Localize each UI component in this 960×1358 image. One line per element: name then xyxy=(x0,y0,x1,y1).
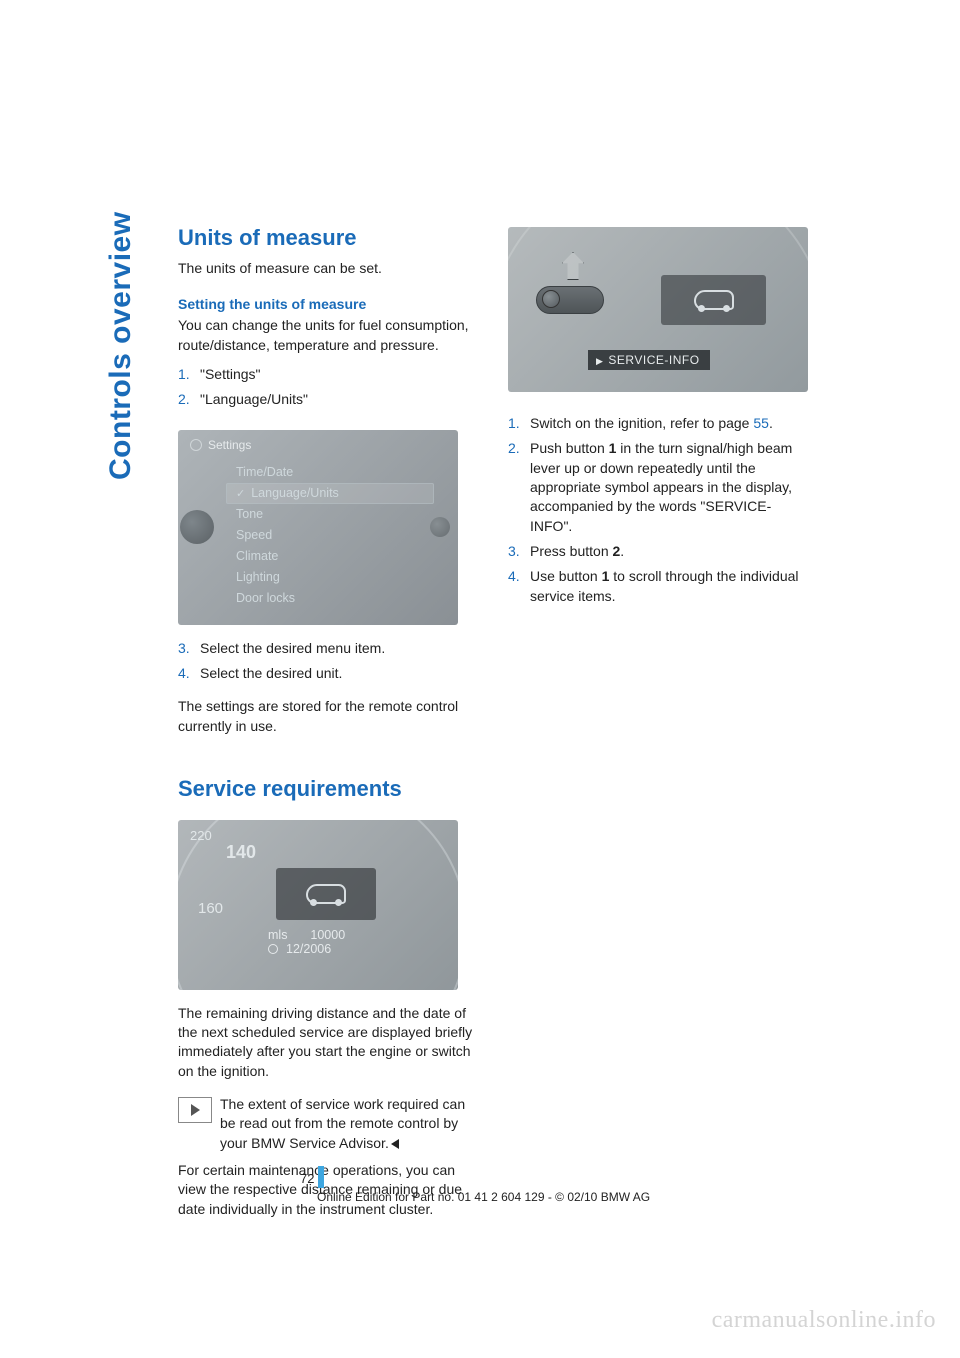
ss1-list: Time/Date Language/Units Tone Speed Clim… xyxy=(226,462,434,609)
heading-service-req: Service requirements xyxy=(178,776,478,802)
step-b-4: 4.Select the desired unit. xyxy=(178,664,478,683)
heading-setting-units: Setting the units of measure xyxy=(178,296,478,312)
car-icon xyxy=(694,290,734,310)
ss1-item: Time/Date xyxy=(226,462,434,483)
side-section-label: Controls overview xyxy=(104,211,138,480)
page-number-box: 72 xyxy=(300,1166,324,1188)
lever-button-icon xyxy=(542,290,560,308)
step-num: 2. xyxy=(508,439,530,536)
step-b-3: 3.Select the desired menu item. xyxy=(178,639,478,658)
setting-desc: You can change the units for fuel consum… xyxy=(178,316,478,355)
mls-label: mls xyxy=(268,928,287,942)
gauge-140: 140 xyxy=(226,842,256,863)
heading-units-of-measure: Units of measure xyxy=(178,225,478,251)
car-panel xyxy=(276,868,376,920)
step-num: 1. xyxy=(178,365,200,384)
stored-note: The settings are stored for the remote c… xyxy=(178,697,478,736)
step-text: Push button 1 in the turn signal/high be… xyxy=(530,439,808,536)
step-text: "Language/Units" xyxy=(200,390,478,409)
step-r-3: 3. Press button 2. xyxy=(508,542,808,561)
steps-list-a: 1."Settings" 2."Language/Units" xyxy=(178,365,478,416)
service-info-label: SERVICE-INFO xyxy=(588,350,710,370)
page-number: 72 xyxy=(300,1171,318,1188)
up-arrow-icon xyxy=(562,252,584,280)
page-content: Units of measure The units of measure ca… xyxy=(178,225,838,1225)
page-bar-icon xyxy=(318,1166,324,1188)
left-column: Units of measure The units of measure ca… xyxy=(178,225,478,1225)
mls-value: 10000 xyxy=(310,928,345,942)
step-num: 2. xyxy=(178,390,200,409)
step-num: 1. xyxy=(508,414,530,433)
ss1-item: Door locks xyxy=(226,588,434,609)
step-a-1: 1."Settings" xyxy=(178,365,478,384)
service-display: mls 10000 12/2006 xyxy=(268,928,345,956)
step-text: Switch on the ignition, refer to page 55… xyxy=(530,414,808,433)
note-triangle-icon xyxy=(178,1097,212,1123)
note-block: The extent of service work required can … xyxy=(178,1095,478,1153)
remaining-text: The remaining driving distance and the d… xyxy=(178,1004,478,1081)
end-triangle-icon xyxy=(391,1139,399,1149)
gear-icon xyxy=(190,439,202,451)
step-r-4: 4. Use button 1 to scroll through the in… xyxy=(508,567,808,606)
ss1-item-selected: Language/Units xyxy=(226,483,434,504)
settings-menu-screenshot: Settings Time/Date Language/Units Tone S… xyxy=(178,430,458,625)
gauge-220: 220 xyxy=(190,828,212,843)
service-date: 12/2006 xyxy=(286,942,331,956)
ss1-title: Settings xyxy=(208,438,251,452)
clock-icon xyxy=(268,944,278,954)
step-text: "Settings" xyxy=(200,365,478,384)
ss1-item: Climate xyxy=(226,546,434,567)
step-r-2: 2. Push button 1 in the turn signal/high… xyxy=(508,439,808,536)
steps-list-b: 3.Select the desired menu item. 4.Select… xyxy=(178,639,478,690)
step-text: Select the desired unit. xyxy=(200,664,478,683)
step-num: 3. xyxy=(178,639,200,658)
note-text: The extent of service work required can … xyxy=(220,1095,478,1153)
step-num: 3. xyxy=(508,542,530,561)
units-intro: The units of measure can be set. xyxy=(178,259,478,278)
turn-signal-lever-icon xyxy=(536,252,616,322)
watermark: carmanualsonline.info xyxy=(712,1307,936,1334)
step-text: Use button 1 to scroll through the indiv… xyxy=(530,567,808,606)
car-panel xyxy=(661,275,766,325)
step-text: Press button 2. xyxy=(530,542,808,561)
ss1-item: Lighting xyxy=(226,567,434,588)
ss1-item: Speed xyxy=(226,525,434,546)
step-r-1: 1. Switch on the ignition, refer to page… xyxy=(508,414,808,433)
right-steps-list: 1. Switch on the ignition, refer to page… xyxy=(508,414,808,612)
service-info-screenshot: SERVICE-INFO xyxy=(508,227,808,392)
car-icon xyxy=(306,884,346,904)
ss1-item: Tone xyxy=(226,504,434,525)
step-a-2: 2."Language/Units" xyxy=(178,390,478,409)
dashboard-screenshot: 220 140 160 mls 10000 12/2006 xyxy=(178,820,458,990)
page-link-55[interactable]: 55 xyxy=(753,415,769,431)
right-column: SERVICE-INFO 1. Switch on the ignition, … xyxy=(508,225,808,1225)
ss1-header: Settings xyxy=(190,438,251,452)
step-num: 4. xyxy=(508,567,530,606)
step-text: Select the desired menu item. xyxy=(200,639,478,658)
idrive-knob-icon xyxy=(180,510,214,544)
edition-line: Online Edition for Part no. 01 41 2 604 … xyxy=(317,1190,650,1204)
gauge-160: 160 xyxy=(198,900,223,917)
step-num: 4. xyxy=(178,664,200,683)
